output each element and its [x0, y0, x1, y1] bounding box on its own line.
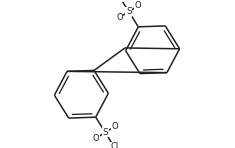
Text: O: O	[93, 134, 99, 143]
Text: O: O	[116, 13, 123, 22]
Text: S: S	[126, 7, 132, 16]
Text: O: O	[135, 1, 141, 10]
Text: Cl: Cl	[110, 142, 118, 148]
Text: O: O	[111, 122, 118, 131]
Text: Cl: Cl	[116, 0, 124, 2]
Text: S: S	[102, 128, 108, 137]
